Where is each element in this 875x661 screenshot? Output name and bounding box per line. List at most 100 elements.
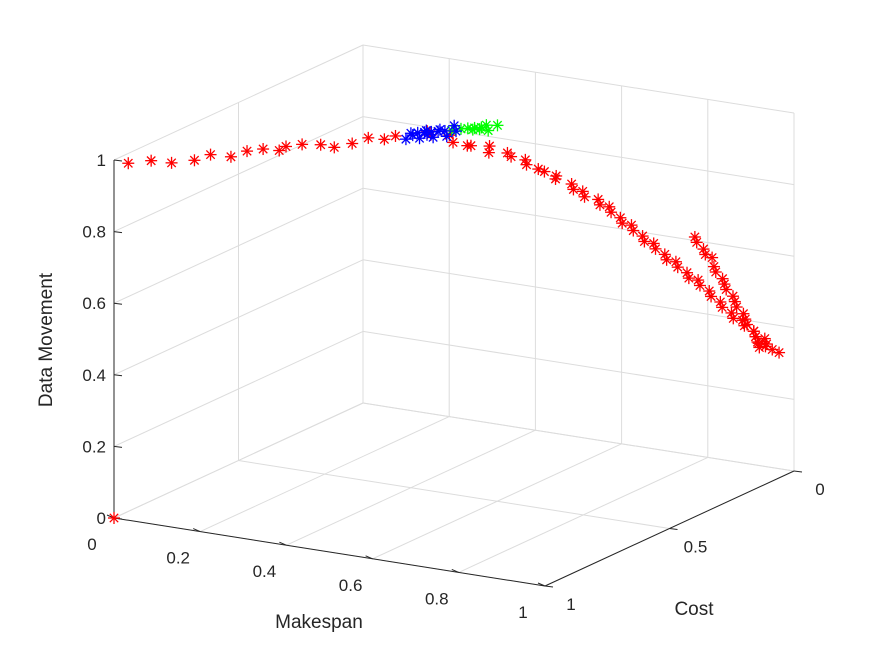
data-point <box>491 119 504 132</box>
grid <box>113 44 795 587</box>
data-point <box>461 122 474 135</box>
x-tick <box>365 555 373 560</box>
z-axis-title: Data Movement <box>36 272 57 407</box>
x-tick-label: 1 <box>518 603 527 622</box>
x-axis-line <box>113 517 546 587</box>
y-tick <box>793 470 803 473</box>
data-point <box>482 146 495 159</box>
data-point <box>406 129 419 142</box>
data-point <box>433 123 446 136</box>
z-tick-label: 0.6 <box>82 294 106 313</box>
data-point <box>328 141 341 154</box>
data-point <box>627 224 640 237</box>
grid-line <box>238 460 670 529</box>
x-tick-label: 0.6 <box>339 576 363 595</box>
data-point <box>716 301 729 314</box>
data-point <box>682 272 695 285</box>
data-point <box>671 261 684 274</box>
data-point <box>466 123 479 136</box>
x-tick <box>193 528 201 533</box>
data-point <box>122 157 135 170</box>
grid-line <box>362 402 795 472</box>
data-point <box>773 346 786 359</box>
data-point <box>483 140 496 153</box>
z-tick <box>113 159 123 162</box>
data-point <box>145 154 158 167</box>
data-point <box>165 156 178 169</box>
y-tick-label: 0.5 <box>684 538 708 557</box>
data-point <box>346 137 359 150</box>
y-tick-label: 0 <box>815 480 824 499</box>
data-point <box>714 295 727 308</box>
grid-line <box>113 44 364 161</box>
data-point <box>727 312 740 325</box>
data-point <box>204 148 217 161</box>
z-tick <box>113 302 123 305</box>
x-axis-title: Makespan <box>275 612 363 633</box>
data-point <box>549 172 562 185</box>
z-tick-label: 0 <box>97 509 106 528</box>
z-tick-label: 0.4 <box>82 366 106 385</box>
data-point <box>296 138 309 151</box>
data-point <box>567 183 580 196</box>
x-tick <box>279 541 287 546</box>
data-point <box>538 165 551 178</box>
data-point <box>448 119 461 132</box>
z-tick-label: 0.2 <box>82 437 106 456</box>
data-point <box>614 211 627 224</box>
data-point <box>280 140 293 153</box>
z-tick-label: 1 <box>97 151 106 170</box>
grid-line <box>113 116 364 233</box>
data-point <box>480 119 493 132</box>
z-tick <box>113 445 123 448</box>
data-point <box>241 145 254 158</box>
data-point <box>716 272 729 285</box>
y-tick <box>544 585 554 588</box>
tick-labels: 0 0.2 0.4 0.6 0.8 1 0 0.5 1 0 0.2 0.4 0.6 0.8 1 <box>82 151 824 622</box>
grid-line <box>362 44 795 114</box>
z-tick <box>113 231 123 234</box>
data-point <box>520 158 533 171</box>
data-point <box>257 143 270 156</box>
data-point <box>273 144 286 157</box>
x-tick-label: 0.8 <box>425 589 449 608</box>
data-point <box>378 133 391 146</box>
x-tick <box>537 582 546 587</box>
data-point <box>688 230 701 243</box>
data-point <box>625 219 638 232</box>
data-point <box>660 253 673 266</box>
data-point <box>593 198 606 211</box>
grid-line <box>113 187 364 304</box>
data-point <box>749 330 762 343</box>
y-tick-label: 1 <box>566 595 575 614</box>
data-point <box>420 128 433 141</box>
data-point <box>747 325 760 338</box>
data-point <box>638 235 651 248</box>
data-point <box>108 512 120 524</box>
data-point <box>482 124 495 137</box>
axes <box>106 159 803 588</box>
data-point <box>389 129 402 142</box>
grid-line <box>362 187 795 257</box>
data-point <box>649 242 662 255</box>
data-point <box>362 131 375 144</box>
grid-line <box>362 259 795 329</box>
data-point <box>693 279 706 292</box>
data-points <box>108 119 786 524</box>
data-point <box>699 248 712 261</box>
x-tick-label: 0 <box>87 535 96 554</box>
z-tick <box>113 374 123 377</box>
y-axis-title: Cost <box>674 599 714 620</box>
y-tick <box>669 528 678 530</box>
data-point <box>464 139 477 152</box>
data-point <box>718 278 731 291</box>
grid-line <box>362 330 795 400</box>
x-tick <box>451 568 459 573</box>
grid-line <box>113 330 364 447</box>
data-point <box>314 138 327 151</box>
data-point <box>616 217 629 230</box>
x-tick-label: 0.2 <box>166 549 190 568</box>
data-point <box>705 290 718 303</box>
